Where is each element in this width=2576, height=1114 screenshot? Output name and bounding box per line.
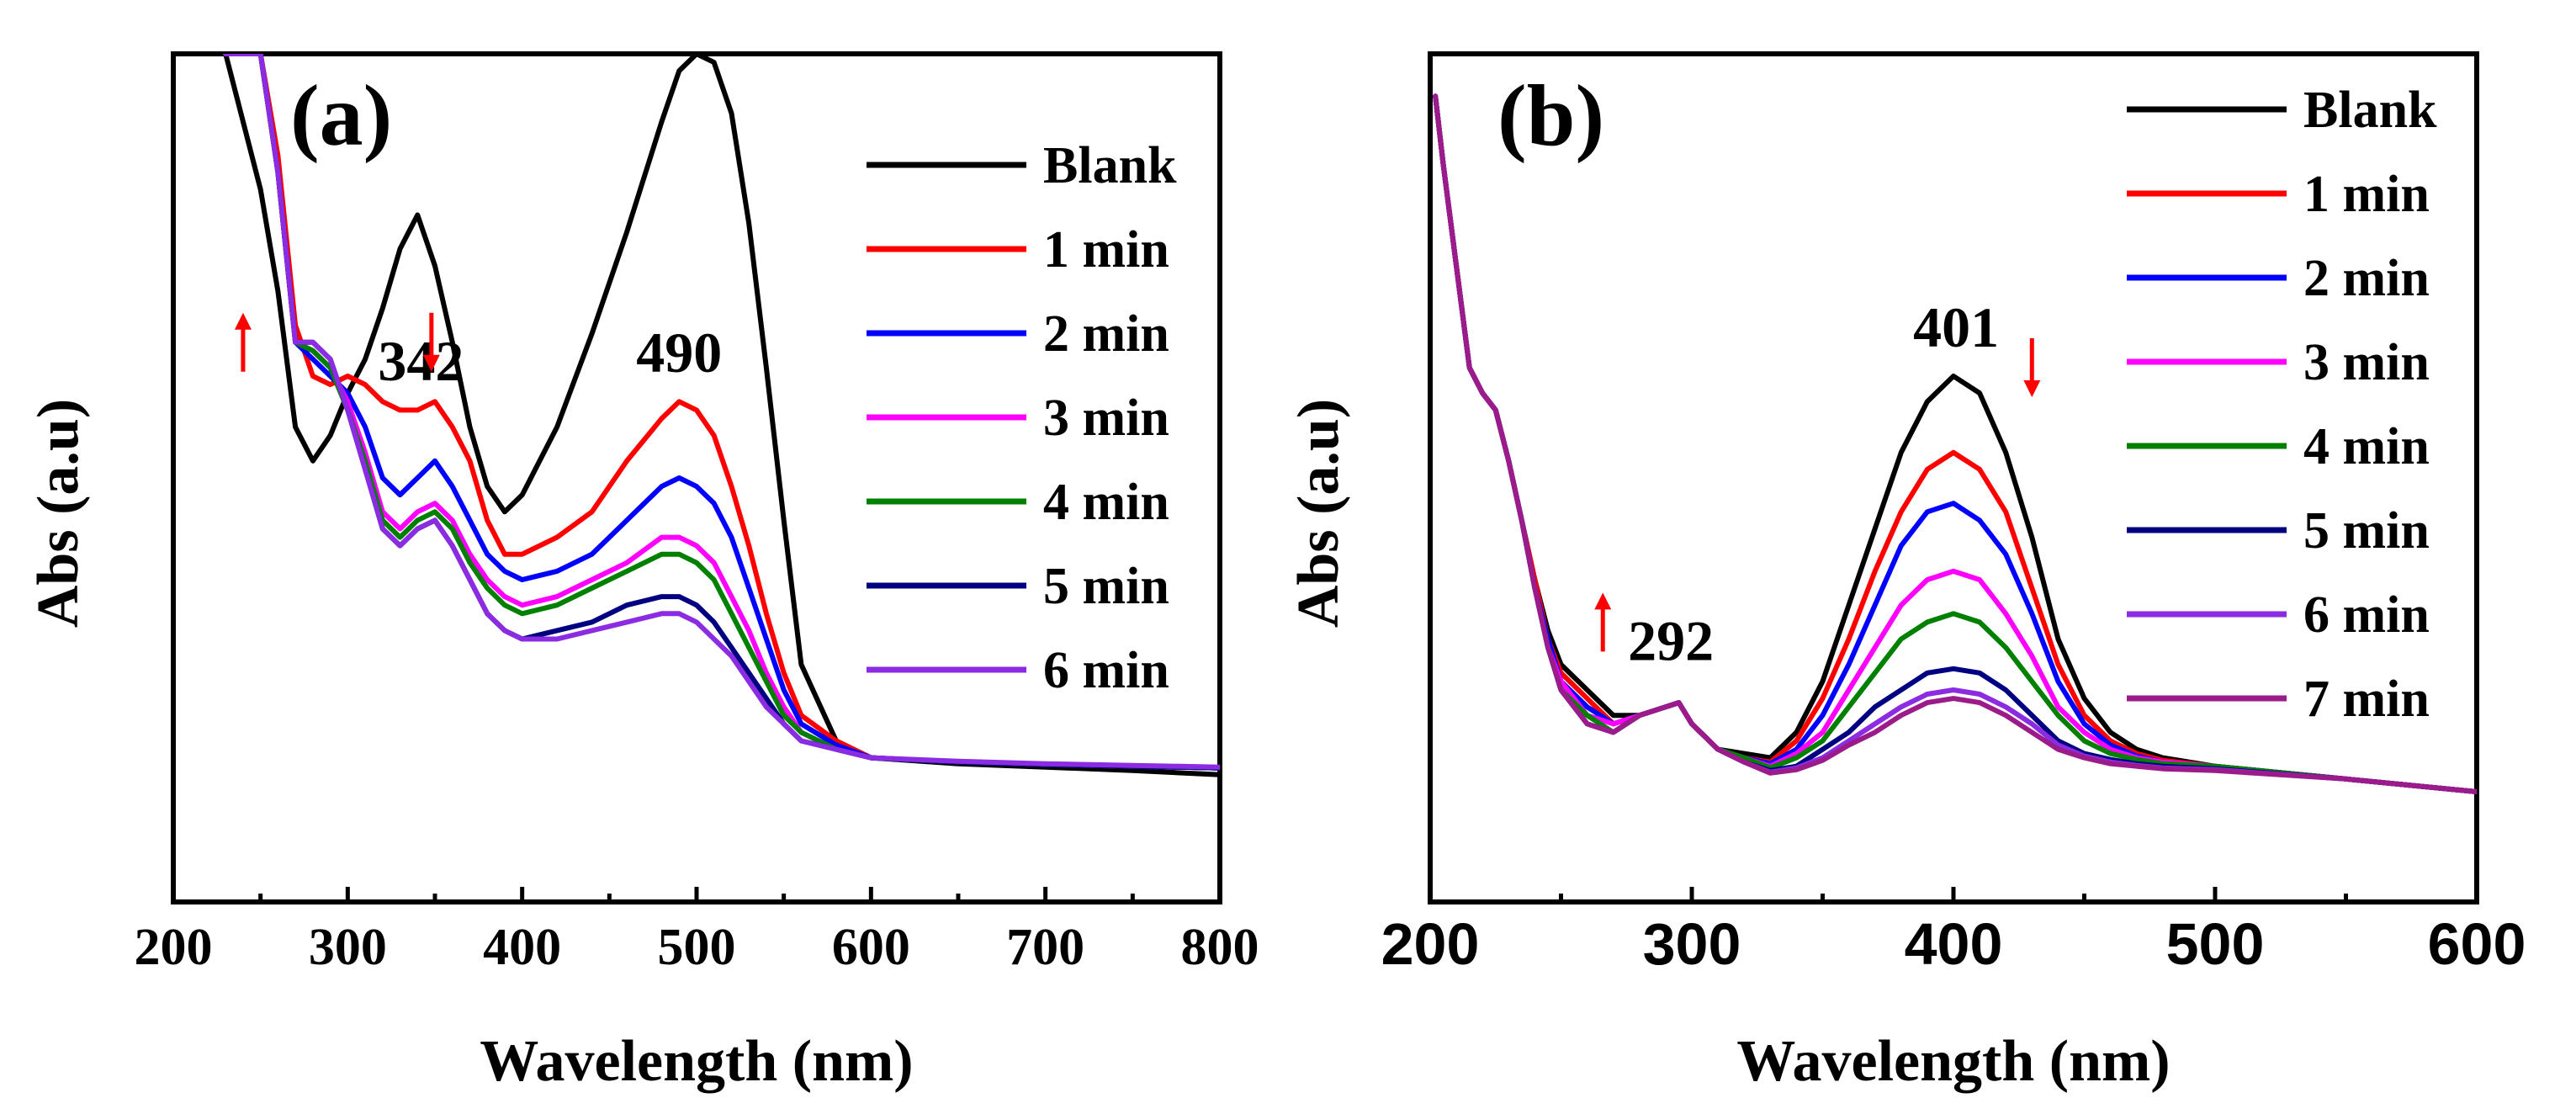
panel-a-ticks: 200 300 400 500 600 700 800	[135, 887, 1259, 976]
panel-a-legend-label: 6 min	[1043, 642, 1169, 699]
panel-a-x-tick-label: 200	[135, 919, 213, 976]
panel-a-legend-label: 5 min	[1043, 558, 1169, 615]
panel-b-arrow-down-icon	[2023, 337, 2041, 397]
panel-a-x-tick-label: 300	[309, 919, 387, 976]
panel-b-series-7-min	[1433, 93, 2477, 794]
panel-a-x-tick-label: 700	[1006, 919, 1084, 976]
panel-b-legend-label: 3 min	[2303, 334, 2430, 391]
panel-a-x-tick-label: 600	[832, 919, 910, 976]
panel-b-peak-label: 401	[1913, 295, 1999, 359]
panel-a-legend-label: 1 min	[1043, 221, 1169, 278]
panel-b-legend-label: 7 min	[2303, 671, 2430, 728]
panel-b-x-tick-label: 400	[1905, 911, 2003, 977]
panel-a-series-group	[223, 54, 1220, 777]
panel-b-x-tick-label: 500	[2166, 911, 2265, 977]
panel-a: 200 300 400 500 600 700 800 (a) Wavelength (nm…	[26, 51, 1259, 1094]
panel-a-x-tick-label: 400	[483, 919, 561, 976]
panel-a-legend-label: 4 min	[1043, 474, 1169, 531]
panel-b-legend-label: Blank	[2303, 82, 2437, 139]
panel-a-x-axis-title: Wavelength (nm)	[480, 1029, 913, 1094]
panel-b-legend-label: 6 min	[2303, 586, 2430, 644]
panel-b-series-group	[1433, 93, 2477, 794]
panel-b-legend-label: 1 min	[2303, 166, 2430, 223]
panel-a-peak-label: 490	[636, 321, 722, 385]
panel-a-x-tick-label: 800	[1181, 919, 1259, 976]
panel-a-legend-label: Blank	[1043, 137, 1177, 194]
panel-a-x-tick-label: 500	[658, 919, 736, 976]
panel-a-legend: Blank 1 min 2 min 3 min 4 min 5 min 6 min	[867, 137, 1177, 699]
panel-b-peak-label: 292	[1628, 609, 1714, 673]
panel-a-series-blank	[223, 54, 1220, 777]
panel-b: 200 300 400 500 600 (b) Wavelength (nm) Abs …	[1286, 51, 2526, 1094]
panel-a-series-6-min	[223, 54, 1220, 770]
panel-b-label: (b)	[1497, 67, 1604, 164]
panel-b-legend: Blank 1 min 2 min 3 min 4 min 5 min 6 min 7 min	[2127, 82, 2437, 728]
panel-b-x-tick-label: 200	[1381, 911, 1480, 977]
panel-a-arrow-down-icon	[422, 312, 440, 372]
panel-b-legend-label: 5 min	[2303, 502, 2430, 560]
panel-b-annotations: 292 401	[1594, 295, 2041, 673]
panel-a-peak-label: 342	[378, 329, 464, 393]
panel-a-annotations: 342 490	[234, 312, 722, 393]
panel-b-arrow-up-icon	[1594, 592, 1612, 652]
panel-b-x-tick-label: 600	[2428, 911, 2526, 977]
panel-b-legend-label: 2 min	[2303, 250, 2430, 307]
panel-b-y-axis-title: Abs (a.u)	[1286, 399, 1351, 628]
panel-a-series-1-min	[223, 54, 1220, 771]
panel-a-y-axis-title: Abs (a.u)	[26, 399, 91, 628]
panel-a-legend-label: 2 min	[1043, 305, 1169, 363]
panel-b-legend-label: 4 min	[2303, 418, 2430, 475]
panel-b-x-axis-title: Wavelength (nm)	[1736, 1029, 2170, 1094]
panel-a-legend-label: 3 min	[1043, 390, 1169, 447]
panel-b-ticks: 200 300 400 500 600	[1381, 887, 2526, 977]
panel-a-label: (a)	[290, 67, 392, 164]
panel-a-arrow-up-icon	[234, 312, 252, 372]
panel-b-x-tick-label: 300	[1643, 911, 1741, 977]
